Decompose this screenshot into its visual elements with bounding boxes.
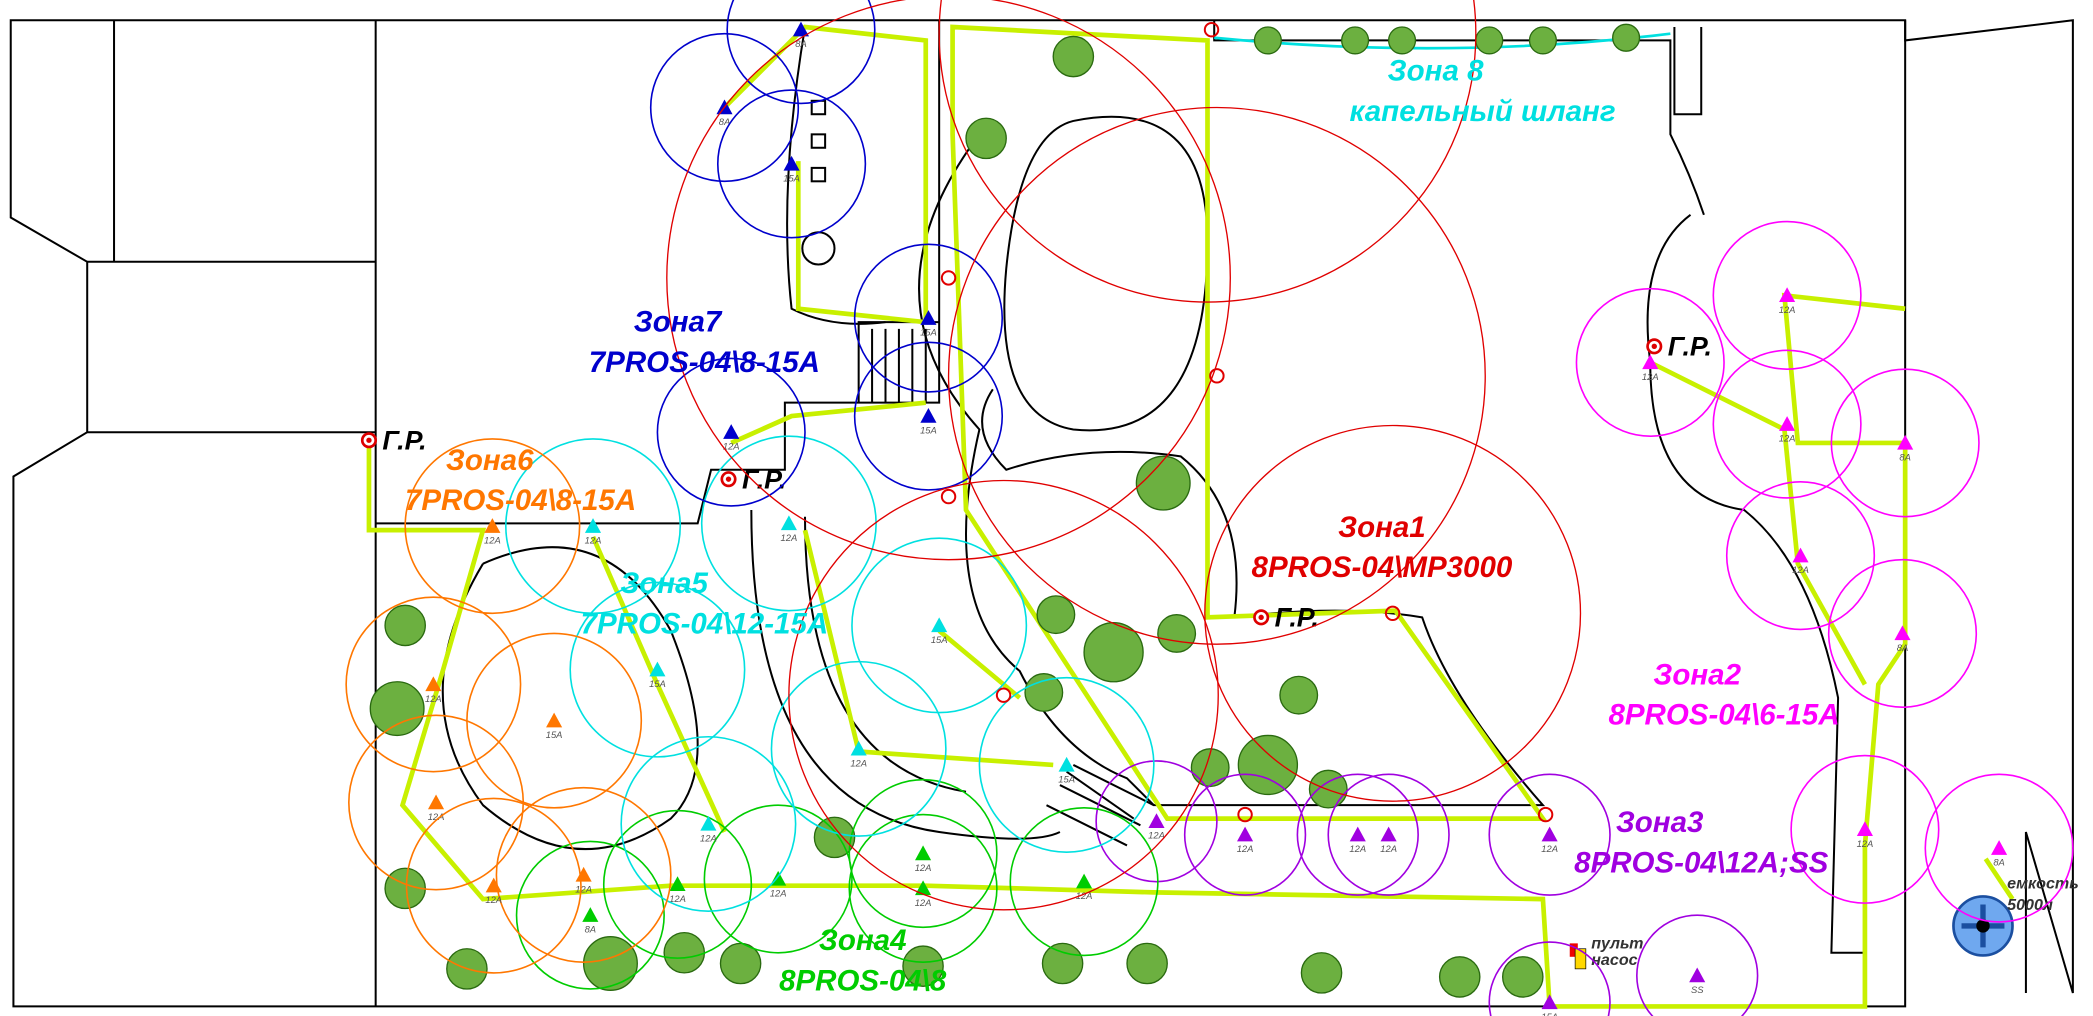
tank <box>1953 896 2012 955</box>
page: пульт насос емкость 5000л Г.Р.Г.Р.Г.Р.Г.… <box>0 0 2093 1016</box>
zone-model: 7PROS-04\12-15A <box>581 607 829 640</box>
nozzle-label: 8A <box>1899 451 1910 462</box>
zone-model: 7PROS-04\8-15A <box>589 346 820 379</box>
sprinkler <box>781 515 797 530</box>
sprinkler <box>486 878 502 893</box>
rotor <box>942 490 955 503</box>
nozzle-label: 12A <box>1380 843 1397 854</box>
sprinkler <box>915 845 931 860</box>
nozzle-label: 8A <box>1897 642 1908 653</box>
sprinkler <box>428 794 444 809</box>
sprinkler <box>1381 827 1397 842</box>
valve-boxes: Г.Р.Г.Р.Г.Р.Г.Р. <box>362 332 1712 633</box>
nozzle-label: 15A <box>1541 1011 1558 1016</box>
nozzle-label: 12A <box>781 532 798 543</box>
nozzle-label: 12A <box>915 897 932 908</box>
nozzle-label: 12A <box>1237 843 1254 854</box>
valve-core <box>726 476 731 481</box>
nozzle-label: 12A <box>770 887 787 898</box>
rotor <box>1205 23 1218 36</box>
nozzle-label: 15A <box>783 172 800 183</box>
sprinkler <box>1350 827 1366 842</box>
nozzle-label: 12A <box>484 535 501 546</box>
sprinkler <box>851 741 867 756</box>
nozzle-label: 15A <box>920 327 937 338</box>
zone-name: Зона7 <box>634 306 723 339</box>
zone-model: 8PROS-04\6-15A <box>1608 699 1839 732</box>
sprinkler <box>1059 757 1075 772</box>
zone-model: 7PROS-04\8-15A <box>405 484 636 517</box>
nozzle-label: 12A <box>425 693 442 704</box>
sprinkler <box>585 518 601 533</box>
valve-label: Г.Р. <box>1668 332 1712 362</box>
sprinkler <box>1689 968 1705 983</box>
rotor <box>942 271 955 284</box>
sprinkler <box>931 617 947 632</box>
sprinkler <box>1148 813 1164 828</box>
nozzle-label: 12A <box>485 894 502 905</box>
zone-name: Зона6 <box>446 444 534 477</box>
sprinkler <box>1237 827 1253 842</box>
nozzle-label: 12A <box>669 893 686 904</box>
sprinkler <box>700 816 716 831</box>
nozzle-label: 12A <box>1779 304 1796 315</box>
zone-labels: Зона1 8PROS-04\MP3000 Зона2 8PROS-04\6-15A З… <box>405 55 1840 998</box>
valve-core <box>1652 344 1657 349</box>
sprinkler <box>1076 874 1092 889</box>
coverage-arc <box>1637 915 1758 1016</box>
zone-name: Зона2 <box>1653 658 1741 691</box>
sprinkler <box>1542 827 1558 842</box>
zone-name: Зона1 <box>1338 511 1426 544</box>
nozzle-label: 15A <box>931 634 948 645</box>
sprinkler <box>582 907 598 922</box>
zone-model: 8PROS-04\8 <box>779 964 947 997</box>
zone-name: Зона 8 <box>1388 55 1484 88</box>
nozzle-label: 12A <box>915 862 932 873</box>
nozzle-label: 12A <box>1857 838 1874 849</box>
nozzle-label: 8A <box>1993 857 2004 868</box>
sprinkler <box>1991 840 2007 855</box>
sprinkler <box>920 310 936 325</box>
nozzle-label: 12A <box>850 757 867 768</box>
irrigation-plan: пульт насос емкость 5000л Г.Р.Г.Р.Г.Р.Г.… <box>0 0 2093 1016</box>
valve-label: Г.Р. <box>1275 603 1319 633</box>
nozzle-label: 15A <box>546 729 563 740</box>
rotor <box>997 688 1010 701</box>
tank-label: емкость <box>2007 874 2079 892</box>
sprinkler <box>920 408 936 423</box>
sprinkler <box>546 713 562 728</box>
zone-name: Зона3 <box>1616 806 1704 839</box>
nozzle-label: 8A <box>585 924 596 935</box>
sprinkler <box>576 867 592 882</box>
valve-core <box>366 438 371 443</box>
sprinkler <box>1894 625 1910 640</box>
sprinkler <box>1542 994 1558 1009</box>
valve-label: Г.Р. <box>382 426 426 456</box>
sprinkler <box>1642 354 1658 369</box>
nozzle-label: 15A <box>1058 773 1075 784</box>
zone-model: 8PROS-04\12A;SS <box>1574 846 1828 879</box>
zone-name: Зона5 <box>620 567 708 600</box>
zone-model: капельный шланг <box>1349 95 1615 128</box>
nozzle-label: 12A <box>700 832 717 843</box>
nozzle-label: 12A <box>1792 564 1809 575</box>
sprinkler <box>1779 416 1795 431</box>
sprinkler <box>484 518 500 533</box>
nozzle-label: 12A <box>1642 371 1659 382</box>
nozzle-label: 15A <box>649 678 666 689</box>
zone-name: Зона4 <box>819 924 907 957</box>
nozzle-label: 15A <box>920 425 937 436</box>
nozzle-label: 12A <box>575 883 592 894</box>
sprinkler <box>1857 821 1873 836</box>
nozzle-label: 12A <box>1349 843 1366 854</box>
valve-core <box>1258 615 1263 620</box>
nozzle-label: 12A <box>1541 843 1558 854</box>
nozzle-label: 12A <box>1779 433 1796 444</box>
nozzle-label: 12A <box>585 535 602 546</box>
nozzle-label: SS <box>1691 984 1704 995</box>
sprinkler <box>723 424 739 439</box>
zone-model: 8PROS-04\MP3000 <box>1252 551 1513 584</box>
